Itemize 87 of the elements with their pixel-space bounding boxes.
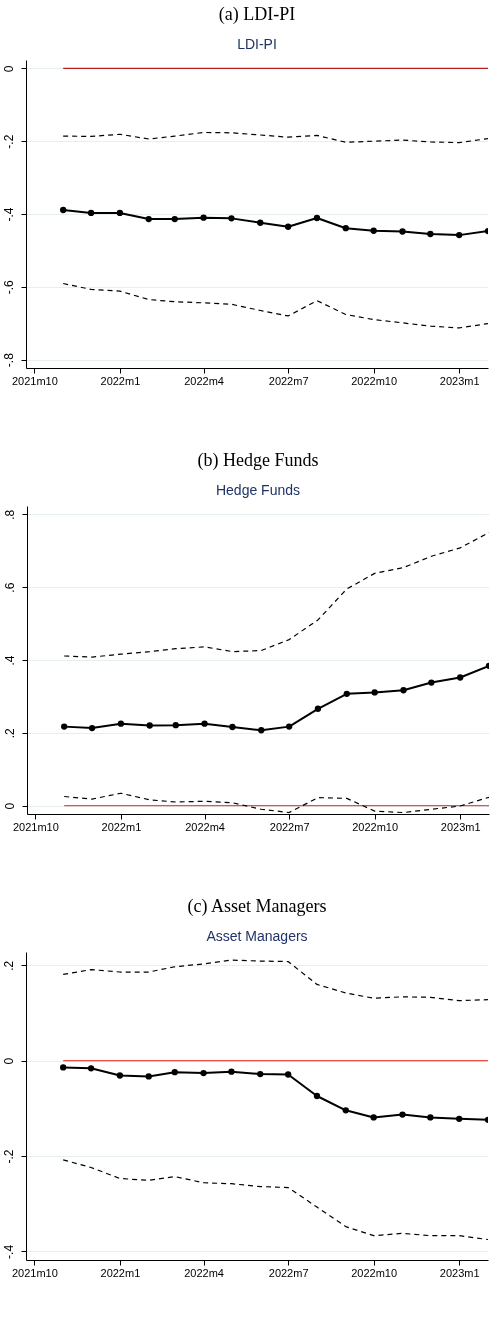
x-tick-label: 2022m4 xyxy=(185,820,225,833)
y-tick-label: 0 xyxy=(1,1057,16,1065)
y-tick-label: -.8 xyxy=(1,352,16,368)
x-tick-label: 2022m1 xyxy=(100,374,141,387)
point xyxy=(117,720,125,727)
point xyxy=(427,230,434,238)
y-tick-label: .2 xyxy=(2,727,17,739)
point xyxy=(456,231,463,239)
point xyxy=(61,723,68,730)
y-tick-label: -.2 xyxy=(1,1149,16,1164)
point xyxy=(457,674,464,681)
point xyxy=(171,215,178,223)
point xyxy=(201,720,208,727)
chart-subtitle: LDI-PI xyxy=(237,36,277,52)
x-tick-label: 2021m10 xyxy=(11,374,58,387)
point xyxy=(285,723,293,730)
x-tick-label: 2022m10 xyxy=(352,820,399,833)
point xyxy=(258,727,265,734)
point xyxy=(60,1064,67,1071)
point xyxy=(314,705,322,712)
point xyxy=(87,1065,95,1072)
x-tick-label: 2021m10 xyxy=(11,1266,58,1279)
point xyxy=(342,1107,349,1114)
line-series xyxy=(62,959,488,1002)
point xyxy=(371,689,378,696)
chart-subtitle: Asset Managers xyxy=(206,928,308,944)
point xyxy=(257,1070,264,1078)
point xyxy=(400,687,407,694)
x-tick-label: 2023m1 xyxy=(439,1266,480,1279)
x-tick-label: 2022m4 xyxy=(184,374,224,387)
point xyxy=(257,219,264,226)
y-tick-label: -.4 xyxy=(1,207,16,222)
point xyxy=(145,1073,152,1080)
x-tick-label: 2023m1 xyxy=(440,820,481,833)
point xyxy=(146,722,153,729)
y-tick-label: .8 xyxy=(2,509,17,520)
y-tick-label: -.2 xyxy=(1,134,16,149)
line-series xyxy=(62,282,488,329)
point xyxy=(172,722,179,729)
point xyxy=(343,690,350,698)
point xyxy=(370,1114,377,1121)
point xyxy=(228,1068,235,1075)
y-tick-label: 0 xyxy=(1,65,16,73)
chart-title: (c) Asset Managers xyxy=(187,896,327,917)
point xyxy=(342,225,349,232)
y-tick-label: .2 xyxy=(1,960,16,971)
point xyxy=(200,1069,207,1077)
x-tick-label: 2021m10 xyxy=(12,820,59,833)
chart-subtitle: Hedge Funds xyxy=(215,482,301,498)
point xyxy=(456,1115,463,1123)
point xyxy=(428,679,435,686)
point xyxy=(229,723,236,731)
x-tick-label: 2022m7 xyxy=(268,374,309,387)
point xyxy=(145,215,152,223)
chart-title: (b) Hedge Funds xyxy=(197,450,319,471)
point xyxy=(313,214,321,222)
x-tick-label: 2022m4 xyxy=(184,1266,224,1279)
point xyxy=(284,223,292,230)
line-series xyxy=(62,131,488,144)
x-tick-label: 2022m1 xyxy=(100,1266,141,1279)
y-tick-label: .6 xyxy=(2,582,17,593)
y-tick-label: .4 xyxy=(2,655,17,666)
point xyxy=(116,209,124,217)
point xyxy=(427,1114,434,1121)
point xyxy=(313,1092,321,1100)
x-tick-label: 2022m7 xyxy=(268,1266,309,1279)
y-tick-label: -.4 xyxy=(1,1244,16,1259)
point xyxy=(200,214,207,221)
x-tick-label: 2022m10 xyxy=(351,1266,398,1279)
point xyxy=(284,1071,292,1078)
y-tick-label: -.6 xyxy=(1,279,16,295)
x-tick-label: 2022m1 xyxy=(101,820,142,833)
point xyxy=(88,724,96,732)
x-tick-label: 2022m10 xyxy=(351,374,398,387)
y-tick-label: 0 xyxy=(2,802,17,810)
point xyxy=(60,206,67,214)
chart-title: (a) LDI-PI xyxy=(218,4,296,25)
x-tick-label: 2022m7 xyxy=(269,820,310,833)
point xyxy=(399,228,406,235)
x-tick-label: 2023m1 xyxy=(439,374,480,387)
point xyxy=(370,227,377,234)
point xyxy=(171,1068,178,1076)
line-series xyxy=(62,1159,488,1241)
point xyxy=(87,209,95,217)
point xyxy=(116,1072,124,1079)
point xyxy=(399,1111,406,1118)
point xyxy=(228,215,235,222)
